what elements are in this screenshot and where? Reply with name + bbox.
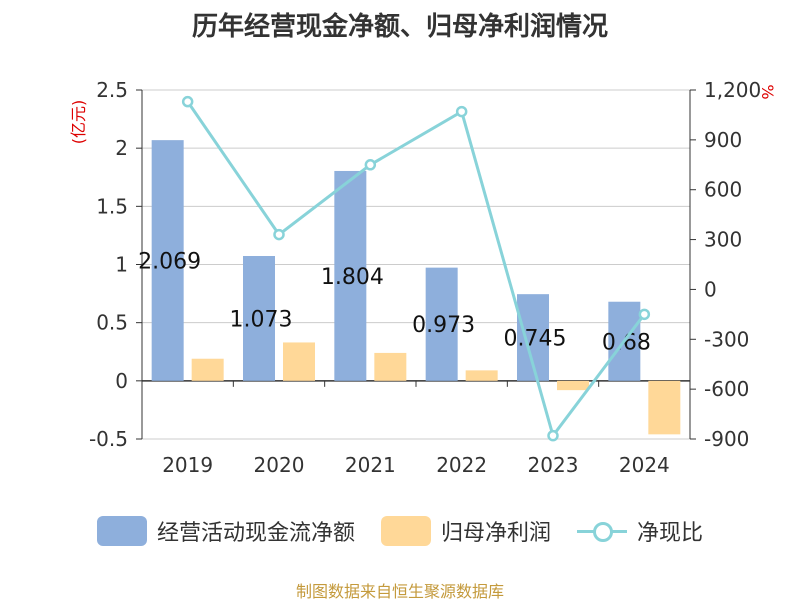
y-right-unit: % bbox=[758, 84, 777, 99]
legend-swatch-cashflow bbox=[96, 516, 147, 546]
y-left-tick-label: 1.5 bbox=[96, 194, 128, 218]
y-right-tick-label: 900 bbox=[704, 128, 742, 152]
x-tick-label: 2021 bbox=[345, 453, 396, 477]
point-ratio bbox=[455, 105, 468, 118]
point-ratio bbox=[364, 159, 377, 171]
y-left-unit: (亿元) bbox=[69, 100, 88, 145]
y-right-tick-label: -900 bbox=[704, 427, 749, 451]
data-label-cashflow: 0.745 bbox=[504, 326, 567, 351]
x-tick-label: 2023 bbox=[528, 453, 579, 477]
point-ratio bbox=[547, 429, 559, 442]
data-label-cashflow: 2.069 bbox=[138, 249, 201, 274]
line-ratio bbox=[186, 100, 646, 439]
bar-netprofit bbox=[648, 380, 681, 435]
legend-label-cashflow: 经营活动现金流净额 bbox=[156, 521, 355, 546]
y-left-tick-label: 1 bbox=[115, 253, 128, 277]
x-tick-label: 2020 bbox=[254, 453, 305, 477]
legend-label-netprofit: 归母净利润 bbox=[440, 521, 551, 546]
legend-item-netprofit[interactable]: 归母净利润 bbox=[380, 515, 551, 547]
y-left-tick-label: -0.5 bbox=[89, 427, 128, 451]
y-right-tick-label: 600 bbox=[704, 178, 742, 202]
point-ratio bbox=[638, 308, 651, 321]
bar-netprofit bbox=[374, 352, 407, 381]
y-right-tick-label: 1,200 bbox=[704, 78, 761, 102]
bar-netprofit bbox=[191, 358, 224, 381]
data-label-cashflow: 0.973 bbox=[412, 313, 475, 338]
legend-swatch-ratio bbox=[577, 516, 627, 546]
point-ratio bbox=[273, 228, 285, 241]
legend-item-ratio[interactable]: 净现比 bbox=[577, 515, 703, 547]
data-label-cashflow: 0.68 bbox=[602, 330, 651, 355]
y-right-tick-label: -600 bbox=[704, 377, 749, 401]
y-right-tick-label: 0 bbox=[704, 277, 717, 301]
bar-netprofit bbox=[557, 380, 589, 391]
legend-item-cashflow[interactable]: 经营活动现金流净额 bbox=[96, 515, 355, 547]
bar-netprofit bbox=[465, 370, 498, 381]
data-source-note: 制图数据来自恒生聚源数据库 bbox=[295, 582, 504, 601]
data-label-cashflow: 1.804 bbox=[321, 265, 384, 290]
y-left-tick-label: 2 bbox=[115, 136, 128, 160]
bar-cashflow bbox=[243, 256, 275, 381]
x-tick-label: 2022 bbox=[436, 453, 487, 477]
x-tick-label: 2024 bbox=[619, 453, 670, 477]
legend-label-ratio: 净现比 bbox=[637, 521, 704, 546]
y-left-tick-label: 2.5 bbox=[96, 78, 128, 102]
y-left-tick-label: 0 bbox=[115, 369, 128, 393]
legend: 经营活动现金流净额 归母净利润 净现比 bbox=[0, 515, 800, 547]
legend-swatch-netprofit bbox=[380, 516, 431, 546]
bar-cashflow bbox=[425, 267, 458, 381]
chart-title: 历年经营现金净额、归母净利润情况 bbox=[191, 12, 608, 42]
data-label-cashflow: 1.073 bbox=[230, 307, 293, 332]
bar-netprofit bbox=[283, 342, 315, 381]
x-tick-label: 2019 bbox=[162, 453, 213, 477]
point-ratio bbox=[181, 95, 194, 108]
y-left-tick-label: 0.5 bbox=[96, 311, 128, 335]
bar-cashflow bbox=[334, 170, 367, 381]
bar-cashflow bbox=[151, 140, 184, 381]
y-right-tick-label: -300 bbox=[704, 327, 749, 351]
y-right-tick-label: 300 bbox=[704, 228, 742, 252]
